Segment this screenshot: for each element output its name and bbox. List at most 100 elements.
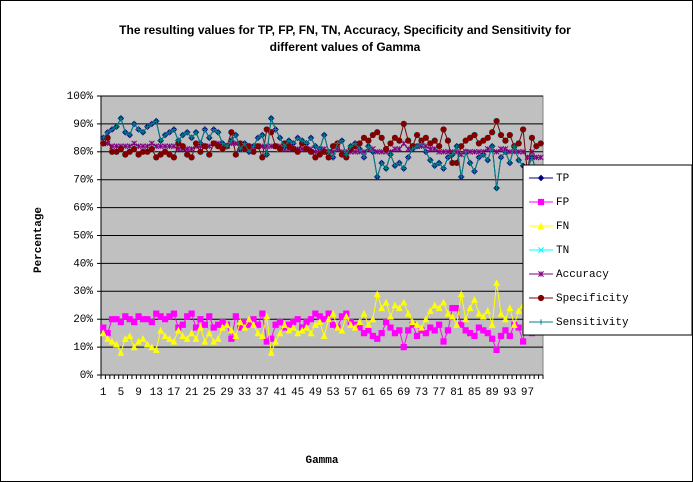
data-point — [144, 148, 151, 155]
data-point — [126, 148, 133, 155]
data-point — [201, 337, 209, 345]
data-point — [174, 326, 182, 334]
data-point — [432, 163, 438, 169]
data-point — [449, 151, 455, 158]
data-point — [515, 140, 522, 147]
data-point — [507, 160, 513, 166]
data-point — [400, 344, 407, 351]
data-point — [175, 140, 182, 147]
data-point — [326, 149, 332, 155]
data-point — [104, 335, 112, 342]
data-point — [387, 140, 394, 147]
data-point — [268, 115, 274, 121]
data-point — [365, 143, 372, 149]
data-point — [170, 154, 178, 161]
data-point — [396, 137, 403, 144]
data-point — [431, 137, 438, 144]
data-point — [348, 143, 354, 149]
data-point — [498, 154, 504, 160]
data-point — [444, 309, 452, 317]
data-point — [365, 327, 372, 334]
data-point — [179, 321, 186, 328]
data-point — [533, 143, 540, 150]
data-point — [277, 135, 283, 141]
data-point — [506, 132, 513, 139]
data-point — [396, 160, 402, 166]
data-point — [370, 149, 376, 155]
data-point — [294, 148, 301, 155]
data-point — [126, 332, 134, 340]
data-point — [206, 135, 212, 141]
data-point — [197, 140, 204, 147]
data-point — [414, 143, 420, 149]
data-point — [148, 318, 155, 326]
data-point — [307, 316, 315, 323]
data-point — [489, 335, 496, 342]
data-point — [405, 154, 411, 160]
data-point — [166, 151, 173, 158]
data-point — [378, 134, 385, 141]
data-point — [259, 132, 265, 138]
data-point — [118, 115, 124, 121]
data-point — [232, 313, 239, 320]
x-tick-label: 33 — [238, 387, 251, 399]
data-point — [493, 118, 500, 125]
data-point — [484, 146, 491, 152]
data-point — [329, 143, 337, 150]
data-point — [211, 126, 217, 133]
data-point — [290, 318, 297, 326]
data-point — [237, 146, 243, 152]
data-point — [210, 324, 217, 331]
data-point — [184, 129, 190, 135]
data-point — [171, 126, 177, 133]
chart-title: The resulting values for TP, FP, FN, TN,… — [119, 23, 571, 54]
data-point — [502, 137, 509, 144]
data-point — [258, 332, 266, 340]
data-point — [448, 312, 456, 320]
data-point — [373, 290, 381, 298]
data-point — [289, 323, 297, 331]
series-line — [102, 117, 542, 189]
data-point — [188, 329, 196, 337]
data-point — [427, 157, 433, 163]
data-point — [276, 329, 284, 337]
data-point — [197, 148, 204, 155]
data-point — [466, 134, 474, 141]
data-point — [497, 132, 505, 139]
data-point — [493, 185, 500, 191]
data-point — [192, 140, 200, 147]
data-point — [502, 315, 509, 323]
y-tick-label: 50% — [73, 230, 93, 242]
x-tick-label: 45 — [291, 387, 304, 399]
data-point — [502, 149, 509, 155]
data-point — [516, 157, 522, 163]
data-point — [228, 138, 234, 144]
data-point — [148, 343, 156, 351]
data-point — [493, 148, 500, 155]
data-point — [312, 154, 319, 161]
data-point — [127, 132, 133, 138]
data-point — [202, 126, 208, 133]
data-point — [205, 329, 213, 337]
data-point — [316, 151, 323, 158]
data-point — [401, 165, 407, 172]
data-point — [263, 338, 270, 345]
data-point — [254, 143, 262, 150]
data-point — [480, 151, 486, 158]
data-point — [131, 318, 138, 326]
data-point — [444, 327, 452, 334]
data-point — [276, 318, 284, 326]
data-point — [179, 332, 187, 340]
data-point — [422, 134, 429, 141]
data-point — [338, 326, 346, 334]
data-point — [104, 134, 111, 141]
data-point — [250, 143, 257, 149]
y-tick-label: 90% — [73, 119, 93, 131]
data-point — [131, 145, 138, 153]
legend-marker — [537, 222, 545, 230]
data-point — [339, 138, 345, 144]
data-point — [436, 321, 443, 328]
data-point — [365, 321, 372, 328]
legend-marker — [537, 198, 545, 206]
